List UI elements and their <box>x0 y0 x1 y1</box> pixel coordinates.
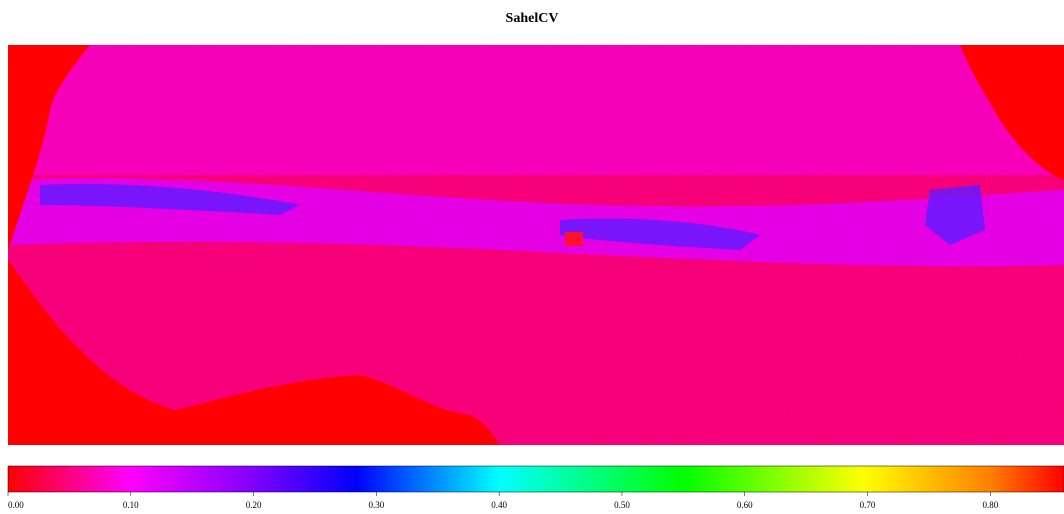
colorbar-tick-label: 0.60 <box>737 500 753 510</box>
colorbar-tick-label: 0.10 <box>123 500 139 510</box>
gulf-of-guinea <box>8 260 500 445</box>
colorbar-tick-label: 0.80 <box>982 500 998 510</box>
colorbar-tick-label: 0.50 <box>614 500 630 510</box>
colorbar <box>7 465 1064 493</box>
colorbar-tick-label: 0.20 <box>246 500 262 510</box>
colorbar-tick-label: 0.70 <box>860 500 876 510</box>
colorbar-tick-label: 0.30 <box>368 500 384 510</box>
lake-chad <box>565 232 583 246</box>
red-sea <box>960 45 1064 180</box>
map-title: SahelCV <box>506 11 559 26</box>
colorbar-tick-label: 0.00 <box>8 500 24 510</box>
atlantic <box>8 45 90 250</box>
texture <box>8 45 1064 445</box>
colorbar-tick-label: 0.40 <box>491 500 507 510</box>
map <box>8 45 1064 445</box>
